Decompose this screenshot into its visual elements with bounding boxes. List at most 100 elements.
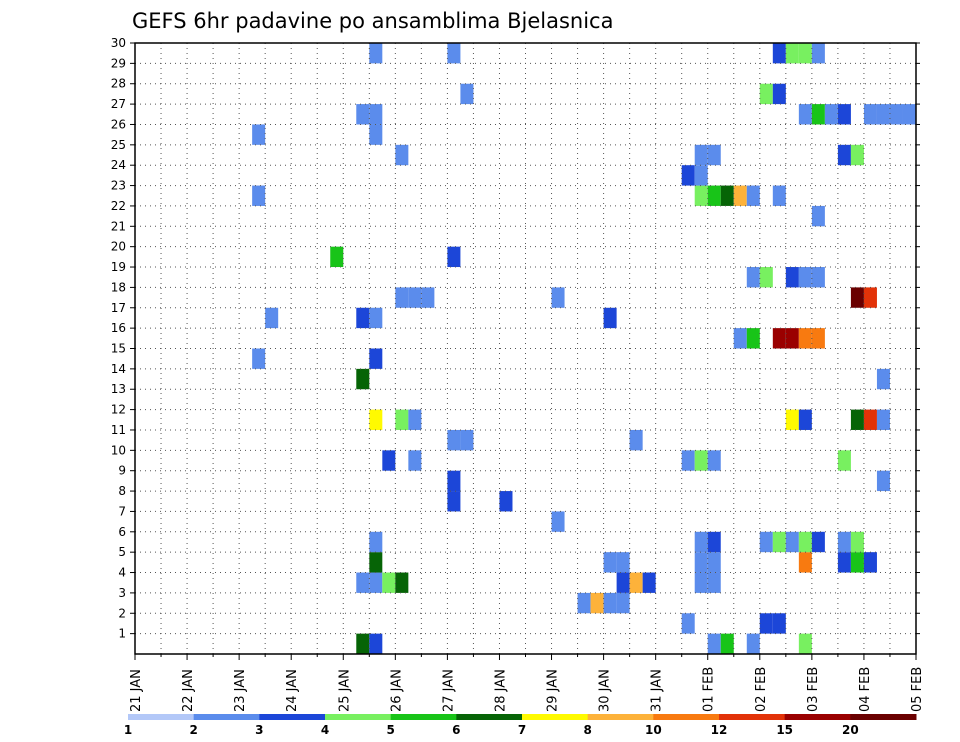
y-tick-label: 11 [111,423,126,437]
heatmap-cell [811,328,825,349]
y-tick-label: 27 [111,97,126,111]
heatmap-cell [746,185,760,206]
heatmap-cell [369,104,383,125]
y-tick-label: 20 [111,240,126,254]
heatmap-cell [837,104,851,125]
heatmap-cell [395,287,409,308]
heatmap-cell [460,83,474,105]
y-tick-label: 25 [111,138,126,152]
heatmap-cell [798,267,812,288]
colorbar-labels: 1 2 3 4 5 6 7 8 10 12 15 20 [124,723,859,737]
heatmap-cell [356,307,370,329]
x-tick-label: 26 JAN [389,669,404,712]
heatmap-cell [356,368,370,390]
y-tick-label: 14 [111,362,126,376]
y-tick-label: 26 [111,117,126,131]
heatmap-cell [395,409,409,430]
heatmap-cell [837,450,851,471]
y-tick-label: 9 [118,464,126,478]
heatmap-cell [798,409,812,430]
y-axis-labels: 1234567891011121314151617181920212223242… [111,36,126,641]
heatmap-cell [798,633,812,654]
heatmap-cell [707,552,721,573]
x-tick-label: 03 FEB [806,667,821,712]
colorbar-tick-label: 2 [189,723,197,737]
heatmap-cell [707,572,721,593]
heatmap-cell [720,185,734,206]
heatmap-cell [252,185,266,206]
y-tick-label: 4 [118,566,126,580]
colorbar-swatch [784,714,851,720]
heatmap-cell [811,267,825,288]
grid-lines [135,43,916,654]
y-tick-label: 12 [111,403,126,417]
heatmap-cell [772,185,786,206]
colorbar-tick-label: 4 [321,723,329,737]
y-tick-label: 23 [111,179,126,193]
x-axis-labels: 21 JAN 22 JAN 23 JAN 24 JAN 25 JAN 26 JAN 27 J… [129,667,925,712]
heatmap-cell [499,491,513,512]
heatmap-cell [694,450,708,471]
heatmap-cell [889,104,903,125]
heatmap-cell [408,409,422,430]
colorbar-tick-label: 12 [711,723,728,737]
colorbar-swatch [587,714,654,720]
heatmap-cell [772,43,786,64]
colorbar-tick-label: 20 [842,723,859,737]
colorbar-swatch [653,714,720,720]
heatmap-cell [772,328,786,349]
heatmap-cell [603,552,617,573]
y-tick-label: 30 [111,36,126,50]
colorbar-tick-label: 1 [124,723,132,737]
heatmap-cell [681,613,695,634]
heatmap-cell [694,552,708,573]
heatmap-cell [785,409,799,430]
heatmap-cell [811,104,825,125]
x-tick-label: 30 JAN [598,669,613,712]
heatmap-cell [785,328,799,349]
y-tick-label: 19 [111,260,126,274]
colorbar-tick-label: 5 [386,723,394,737]
heatmap-cells [252,43,916,654]
heatmap-cell [369,409,383,430]
y-tick-label: 16 [111,321,126,335]
heatmap-cell [850,552,864,573]
heatmap-cell [798,552,812,573]
heatmap-cell [876,409,890,430]
colorbar-tick-label: 6 [452,723,460,737]
x-tick-label: 23 JAN [233,669,248,712]
y-tick-label: 21 [111,219,126,233]
heatmap-cell [408,450,422,471]
heatmap-cell [876,368,890,390]
heatmap-cell [746,267,760,288]
heatmap-cell [837,552,851,573]
y-tick-label: 24 [111,158,126,172]
heatmap-cell [759,83,773,105]
heatmap-cell [551,511,565,532]
x-tick-label: 04 FEB [858,667,873,712]
heatmap-cell [707,633,721,654]
heatmap-cell [707,450,721,471]
heatmap-cell [590,592,604,614]
x-tick-label: 25 JAN [337,669,352,712]
heatmap-cell [382,450,396,471]
heatmap-cell [369,572,383,593]
heatmap-cell [356,633,370,654]
heatmap-cell [863,409,877,430]
colorbar-tick-label: 15 [776,723,793,737]
colorbar-swatch [390,714,457,720]
heatmap-cell [785,43,799,64]
heatmap-cell [369,43,383,64]
heatmap-cell [811,531,825,553]
heatmap-cell [629,429,643,451]
heatmap-cell [798,43,812,64]
heatmap-cell [733,328,747,349]
heatmap-cell [681,165,695,186]
colorbar-tick-label: 8 [583,723,591,737]
colorbar-swatch [719,714,786,720]
colorbar-swatch [259,714,326,720]
y-tick-label: 1 [118,627,126,641]
heatmap-cell [733,185,747,206]
heatmap-cell [603,592,617,614]
heatmap-cell [720,633,734,654]
